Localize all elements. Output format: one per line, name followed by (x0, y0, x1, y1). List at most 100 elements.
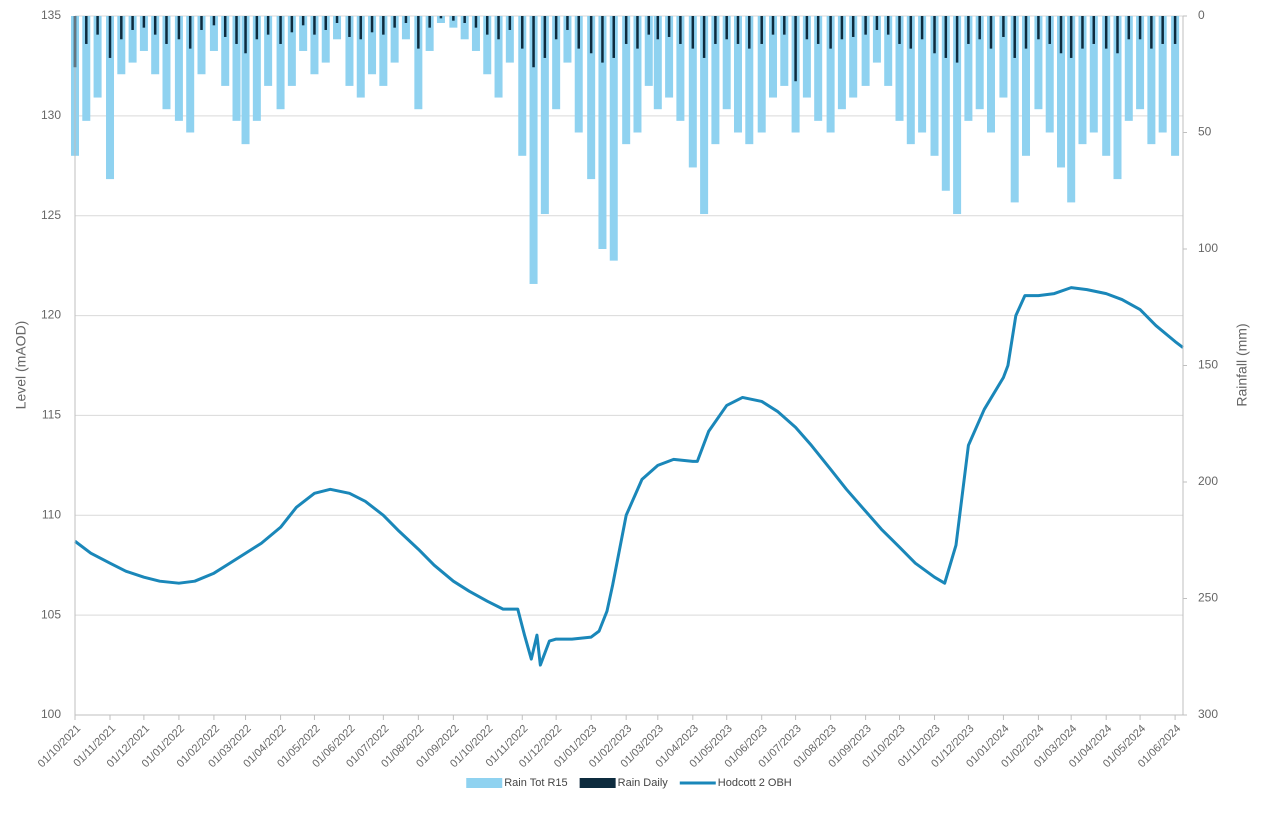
rain-bar (1024, 16, 1028, 49)
rain-bar (221, 16, 230, 86)
rain-bar (930, 16, 939, 156)
rain-bar (1022, 16, 1031, 156)
rain-bar (518, 16, 527, 156)
rain-bar (463, 16, 466, 23)
y-axis-title: Level (mAOD) (13, 321, 29, 410)
rain-bar (1002, 16, 1005, 37)
bars (71, 16, 1180, 284)
rain-bar (999, 16, 1008, 98)
rain-bar (1089, 16, 1098, 133)
rain-bar (82, 16, 91, 121)
rain-bar (967, 16, 970, 44)
rain-bar (425, 16, 434, 51)
rain-bar (486, 16, 489, 35)
rain-bar (401, 16, 410, 40)
rain-bar (676, 16, 685, 121)
rain-bar (162, 16, 171, 110)
rain-bar (313, 16, 316, 35)
y-tick-label: 105 (41, 607, 61, 621)
rain-bar (814, 16, 823, 121)
rain-bar (665, 16, 674, 98)
rain-bar (589, 16, 593, 54)
rain-bar (393, 16, 396, 28)
rain-bar (232, 16, 241, 121)
level-line (74, 286, 1184, 667)
rain-bar (117, 16, 126, 75)
rain-bar (1013, 16, 1016, 58)
rain-bar (725, 16, 728, 40)
rain-bar (1069, 16, 1073, 58)
y-tick-label: 135 (41, 8, 61, 22)
rain-bar (333, 16, 342, 40)
rain-bar (598, 16, 607, 249)
rain-bar (241, 16, 250, 145)
rain-bar (941, 16, 950, 191)
rain-bar (748, 16, 751, 49)
rain-bar (521, 16, 524, 49)
y-tick-label: 100 (41, 707, 61, 721)
rain-bar (1104, 16, 1108, 49)
rain-bar (494, 16, 503, 98)
rain-bar (1158, 16, 1167, 133)
rain-bar (439, 16, 443, 19)
y-tick-label: 120 (41, 308, 61, 322)
rain-bar (1150, 16, 1153, 49)
lines (74, 286, 1184, 667)
rain-bar (188, 16, 192, 49)
rain-bar (139, 16, 148, 51)
rain-bar (345, 16, 354, 86)
rain-bar (252, 16, 261, 121)
rain-bar (299, 16, 308, 51)
rain-bar (895, 16, 904, 121)
rain-bar (165, 16, 168, 44)
y-tick-label: 125 (41, 208, 61, 222)
rain-bar (212, 16, 216, 26)
rain-bar (1138, 16, 1142, 40)
rain-bar (497, 16, 500, 40)
rain-bar (700, 16, 709, 215)
rain-bar (1092, 16, 1096, 44)
y2-tick-label: 200 (1198, 474, 1218, 488)
rain-bar (872, 16, 881, 63)
rain-bar (622, 16, 631, 145)
legend-swatch (466, 778, 503, 788)
rain-bar (1067, 16, 1076, 203)
rain-bar (633, 16, 642, 133)
rain-bar (1173, 16, 1177, 44)
legend-swatch (579, 778, 616, 788)
rain-bar (310, 16, 319, 75)
rain-bar (279, 16, 282, 44)
rain-bar (1010, 16, 1019, 203)
rain-bar (436, 16, 445, 23)
rain-bar (287, 16, 296, 86)
rain-bar (989, 16, 993, 49)
rain-bar (348, 16, 351, 37)
rain-bar (986, 16, 995, 133)
rain-bar (106, 16, 115, 180)
y-tick-label: 130 (41, 108, 61, 122)
rain-bar (177, 16, 181, 40)
rain-bar (769, 16, 778, 98)
rain-bar (151, 16, 160, 75)
rain-bar (944, 16, 948, 58)
rain-bar (452, 16, 455, 21)
rain-bar (722, 16, 731, 110)
rain-bar (324, 16, 327, 30)
rain-bar (460, 16, 469, 40)
rain-bar (532, 16, 535, 68)
rain-bar (1037, 16, 1040, 40)
rain-bar (1136, 16, 1145, 110)
rain-bar (563, 16, 572, 63)
rain-bar (702, 16, 706, 58)
rain-bar (805, 16, 809, 40)
rain-bar (197, 16, 206, 75)
rain-bar (688, 16, 697, 168)
rain-bar (449, 16, 458, 28)
rain-bar (335, 16, 339, 23)
legend-label: Rain Tot R15 (504, 777, 567, 789)
rain-bar (647, 16, 651, 35)
rain-bar (244, 16, 247, 54)
rain-bar (209, 16, 218, 51)
rain-bar (909, 16, 913, 49)
